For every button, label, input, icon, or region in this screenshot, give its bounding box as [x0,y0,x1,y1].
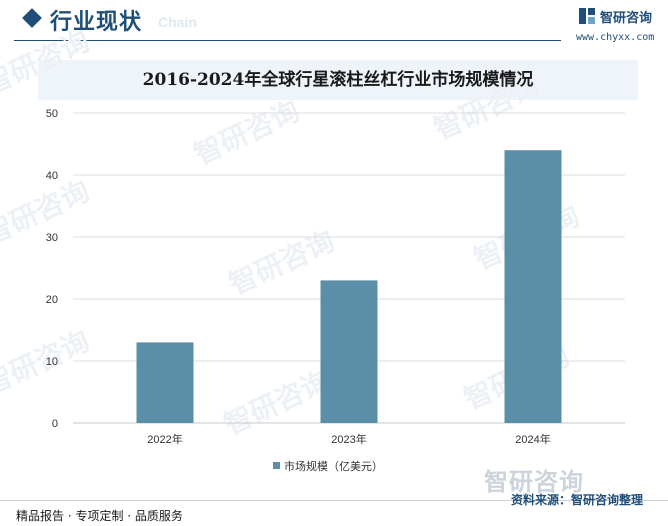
chart-title-band [38,60,638,100]
bar [504,150,562,423]
y-tick-label: 10 [46,356,58,368]
footer-tagline: 精品报告 · 专项定制 · 品质服务 [16,509,183,523]
x-tick-label: 2024年 [515,432,550,446]
y-tick-label: 0 [52,418,58,430]
y-tick-label: 40 [46,170,58,182]
watermark-text: 智研咨询 [189,94,304,171]
watermark-text: 智研咨询 [219,364,334,441]
brand-name: 智研咨询 [600,11,653,26]
y-tick-label: 30 [46,232,58,244]
y-tick-label: 50 [46,108,58,120]
legend-label: 市场规模（亿美元） [284,459,383,473]
section-title: 行业现状 [50,10,143,35]
legend-swatch [273,462,280,469]
bar [136,342,194,423]
header-ghost-text: Chain [158,14,197,30]
header-divider [14,40,561,41]
chart-title: 2016-2024年全球行星滚柱丝杠行业市场规模情况 [142,70,534,90]
brand-logo-icon [579,8,595,24]
brand-url: www.chyxx.com [576,32,655,43]
x-tick-label: 2023年 [331,432,366,446]
x-tick-label: 2022年 [147,432,182,446]
footer-logo-text: 智研咨询 [484,468,584,496]
footer-divider [0,500,668,501]
page-header: 行业现状 Chain 智研咨询 www.chyxx.com [0,0,668,46]
source-note: 资料来源：智研咨询整理 [511,493,644,507]
bar [320,280,378,423]
y-tick-label: 20 [46,294,58,306]
